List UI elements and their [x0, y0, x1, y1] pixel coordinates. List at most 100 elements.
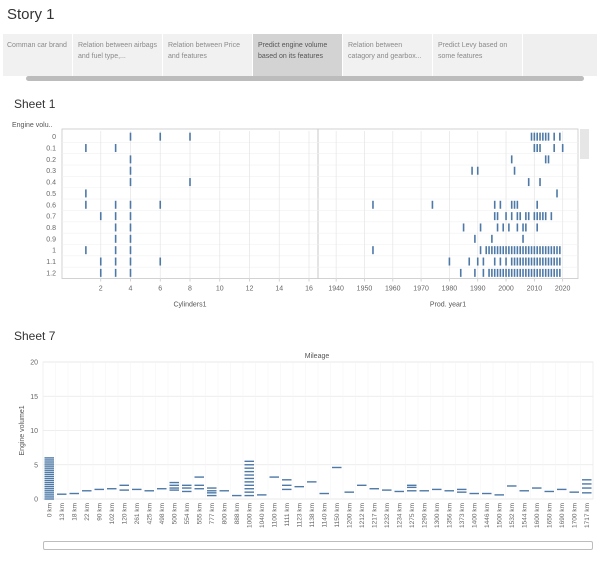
sheet1-data-mark	[479, 246, 482, 255]
sheet7-data-mark	[382, 489, 392, 491]
sheet7-data-mark	[44, 490, 54, 492]
story-tab-catagory-gearbox[interactable]: Relation between catagory and gearbox...	[343, 34, 433, 76]
sheet7-data-mark	[582, 483, 592, 485]
sheet1-data-mark	[547, 155, 550, 164]
sheet1-data-mark	[544, 268, 547, 277]
sheet1-row-label: 0.2	[46, 157, 56, 164]
sheet1-data-mark	[533, 257, 536, 266]
sheet1-data-mark	[553, 246, 555, 255]
sheet7-data-mark	[144, 490, 154, 492]
sheet1-data-mark	[513, 200, 516, 209]
sheet1-data-mark	[539, 246, 541, 255]
sheet1-data-mark	[129, 257, 132, 266]
story-tab-price-features[interactable]: Relation between Price and features	[163, 34, 253, 76]
sheet7-data-mark	[44, 469, 54, 471]
sheet7-x-tick-label: 1717 km	[584, 503, 591, 528]
sheet1-data-mark	[508, 246, 510, 255]
story-tab-airbags-fuel[interactable]: Relation between airbags and fuel type,.…	[73, 34, 163, 76]
sheet7-data-mark	[44, 498, 54, 500]
sheet1-data-mark	[559, 132, 561, 141]
sheet1-data-mark	[114, 268, 117, 277]
sheet7-data-mark	[44, 475, 54, 478]
sheet1-data-mark	[536, 223, 538, 232]
sheet1-data-mark	[499, 257, 502, 266]
sheet1-data-mark	[85, 200, 87, 209]
sheet1-data-mark	[530, 132, 533, 141]
sheet1-data-mark	[533, 212, 536, 221]
sheet1-data-mark	[114, 223, 117, 232]
sheet1-data-mark	[527, 257, 530, 266]
sheet7-data-mark	[294, 485, 304, 488]
story-tab-predict-engine-volume[interactable]: Predict engine volume based on its featu…	[253, 34, 343, 76]
sheet7-data-mark	[44, 459, 54, 461]
story-navigator-scrollbar[interactable]	[26, 76, 584, 81]
sheet1-data-mark	[519, 268, 522, 277]
sheet1-x-tick-label: 1980	[442, 286, 458, 293]
sheet7-data-mark	[419, 490, 429, 492]
sheet7-data-mark	[219, 490, 229, 492]
story-tab-label: Relation between Price and features	[168, 42, 240, 60]
sheet1-data-mark	[491, 246, 493, 255]
story-tab-predict-levy[interactable]: Predict Levy based on some features	[433, 34, 523, 76]
sheet7-data-mark	[107, 488, 117, 490]
sheet7-data-mark	[194, 484, 204, 486]
sheet7-x-tick-label: 1217 km	[371, 503, 378, 528]
sheet1-data-mark	[493, 200, 496, 209]
sheet7-horizontal-scrollbar[interactable]	[43, 541, 593, 550]
sheet1-data-mark	[536, 144, 538, 153]
sheet7-data-mark	[44, 494, 54, 496]
sheet1-data-mark	[519, 212, 522, 221]
sheet7-data-mark	[207, 494, 217, 497]
sheet1-data-mark	[533, 144, 536, 153]
sheet7-x-tick-label: 1373 km	[459, 503, 466, 528]
sheet7-data-mark	[269, 476, 279, 478]
sheet7-data-mark	[169, 481, 179, 484]
sheet1-data-mark	[539, 132, 541, 141]
sheet7-data-mark	[519, 490, 529, 492]
sheet7-x-tick-label: 102 km	[109, 503, 116, 524]
sheet1-data-mark	[536, 212, 538, 221]
sheet1-data-mark	[542, 212, 544, 221]
sheet1-data-mark	[502, 223, 505, 232]
sheet1-data-mark	[493, 246, 496, 255]
sheet1-data-mark	[462, 223, 465, 232]
sheet1-chart: Engine volu.. 0 0.1 0.2 0.3 0.4 0.5 0.6 0.7 0.8 0.…	[12, 122, 589, 309]
sheet1-data-mark	[516, 212, 519, 221]
sheet1-row-label: 0.9	[46, 236, 56, 243]
sheet7-data-mark	[332, 466, 342, 469]
sheet7-x-tick-label: 1500 km	[496, 503, 503, 528]
sheet1-data-mark	[536, 132, 538, 141]
sheet7-data-mark	[407, 490, 417, 492]
sheet1-data-mark	[525, 268, 527, 277]
sheet1-data-mark	[85, 144, 87, 153]
sheet1-data-mark	[513, 166, 516, 175]
sheet1-data-mark	[556, 189, 558, 198]
sheet7-data-mark	[44, 461, 54, 463]
sheet1-x-tick-label: 16	[305, 286, 313, 293]
sheet1-data-mark	[559, 268, 561, 277]
sheet7-data-mark	[394, 490, 404, 493]
sheet1-data-mark	[544, 155, 547, 164]
sheet1-data-mark	[129, 178, 132, 187]
sheet7-data-mark	[444, 490, 454, 492]
sheet1-x-tick-label: 2	[99, 286, 103, 293]
sheet1-data-mark	[539, 144, 541, 153]
sheet1-data-mark	[491, 234, 493, 243]
sheet1-data-mark	[476, 166, 479, 175]
sheet7-x-tick-label: 1232 km	[384, 503, 391, 528]
sheet7-data-mark	[357, 484, 367, 486]
sheet7-data-mark	[282, 479, 292, 481]
sheet7-data-mark	[319, 492, 329, 495]
sheet1-data-mark	[99, 257, 102, 266]
sheet1-data-mark	[550, 257, 553, 266]
sheet7-x-tick-label: 1356 km	[446, 503, 453, 528]
sheet1-x-tick-label: 1970	[413, 286, 429, 293]
sheet1-x-tick-label: 1940	[328, 286, 344, 293]
sheet1-data-mark	[525, 257, 527, 266]
sheet7-x-tick-label: 13 km	[59, 503, 66, 521]
sheet7-data-mark	[207, 490, 217, 492]
sheet7-data-mark	[194, 488, 204, 490]
sheet1-data-mark	[516, 223, 519, 232]
sheet7-data-mark	[44, 467, 54, 469]
story-tab-comman-car-brand[interactable]: Comman car brand	[3, 34, 73, 76]
